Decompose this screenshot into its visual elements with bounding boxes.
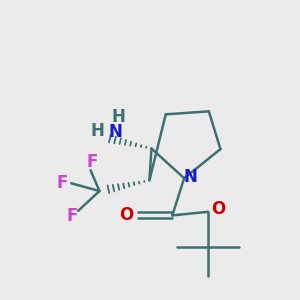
Text: O: O — [119, 206, 133, 224]
Text: N: N — [183, 168, 197, 186]
Text: H: H — [112, 108, 126, 126]
Text: F: F — [57, 174, 68, 192]
Text: O: O — [211, 200, 225, 218]
Text: N: N — [108, 123, 122, 141]
Text: F: F — [86, 153, 98, 171]
Text: H: H — [91, 122, 104, 140]
Text: F: F — [66, 207, 78, 225]
